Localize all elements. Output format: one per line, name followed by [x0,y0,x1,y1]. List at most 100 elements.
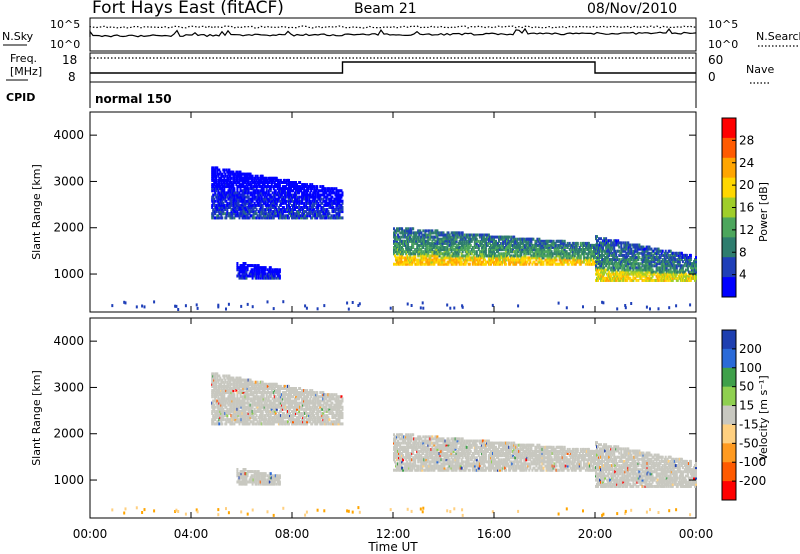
power-cell [497,258,499,262]
power-cell [564,246,567,249]
power-cell [214,168,217,172]
power-cell [315,201,318,205]
power-cell [220,181,223,184]
power-cell [268,181,271,184]
power-cell [464,237,467,241]
power-cell [265,191,268,195]
power-cell [687,258,690,262]
power-cell [669,270,672,274]
nsky-trace [89,27,697,38]
power-cell [579,256,582,260]
power-cell [225,168,228,172]
power-cell [572,250,575,254]
power-cell [612,270,615,274]
power-cell [322,206,325,209]
power-cell [245,276,248,280]
power-cell [609,251,612,255]
power-cell [398,246,400,249]
power-cell [468,241,471,245]
cpid-label: CPID [6,91,35,104]
power-cell [313,208,316,212]
power-cell [571,252,574,256]
power-cell [297,199,299,203]
power-cell [358,302,361,306]
power-cell [616,274,619,278]
power-cell [659,278,662,282]
power-cell [251,206,254,209]
power-echo-cells [111,166,697,311]
power-cell [285,187,288,191]
power-cell [221,199,224,203]
power-cell [450,250,453,254]
power-cell [620,264,623,268]
power-cell [543,248,546,252]
power-cell [399,237,402,241]
power-cell [618,274,621,278]
power-cell [433,243,436,247]
power-cell [614,264,617,268]
power-cell [659,266,662,270]
power-cell [226,212,229,216]
power-cell [619,251,622,255]
power-cell [649,307,651,311]
power-cell [415,248,418,252]
power-cell [476,233,479,237]
power-cell [248,216,251,220]
power-cell [460,260,463,264]
power-cell [433,258,436,262]
power-cell [576,256,579,260]
power-cell [600,241,602,245]
power-cell [463,241,466,245]
power-cell [504,260,507,264]
power-cell [499,235,501,239]
power-cell [307,201,310,205]
power-cell [414,256,417,260]
velocity-cell [212,414,215,418]
power-cell [308,197,311,201]
power-cell [239,187,242,191]
power-cell [615,253,618,257]
power-cell [662,270,665,274]
power-cell [680,264,683,268]
power-cell [648,276,651,280]
power-cell [255,187,258,191]
power-cell [437,260,440,264]
power-cell [409,227,412,231]
power-cell [291,197,293,201]
power-cell [417,243,420,247]
power-cell [221,208,224,212]
power-cell [608,253,611,257]
power-cell [258,270,261,274]
power-cell [648,253,651,257]
power-cell [399,262,402,266]
power-cell [275,272,278,276]
power-cell [467,262,470,266]
power-cell [334,201,337,205]
power-cell [429,256,432,260]
power-cell [501,248,504,252]
power-cell [406,260,409,264]
power-cell [473,258,476,262]
power-cell [278,181,281,184]
power-cell [296,216,298,220]
power-cell [594,254,596,258]
power-cell [618,245,621,249]
power-cell [433,250,436,254]
power-cell [558,254,561,258]
power-cell [608,270,611,274]
power-cell [528,256,531,260]
power-cell [596,272,598,276]
power-cell [645,253,648,257]
power-cell [417,252,420,256]
power-cell [659,256,662,259]
power-cell [656,262,659,266]
velocity-echo-cells [111,372,697,517]
power-cell [669,268,672,272]
power-cell [285,214,288,218]
power-cell [422,246,425,249]
power-cell [614,268,617,272]
power-cell [237,201,240,205]
power-cell [301,201,304,205]
power-cell [619,253,622,257]
freq-right-tick-bottom: 0 [708,70,716,84]
